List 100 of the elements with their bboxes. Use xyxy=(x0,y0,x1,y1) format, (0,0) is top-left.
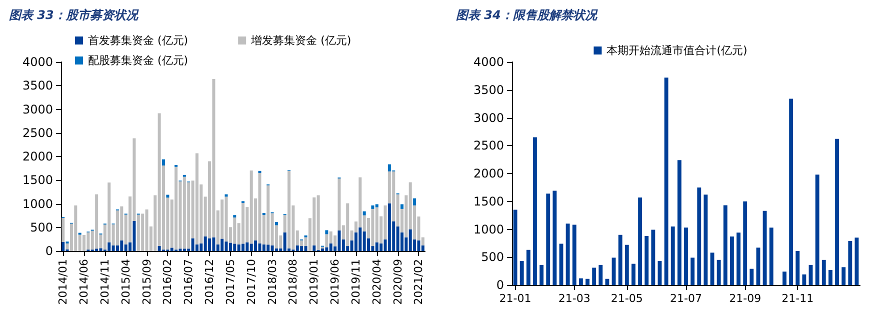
bar xyxy=(338,230,341,251)
bar xyxy=(704,194,708,285)
chart-title: 图表 33：股市募资状况 xyxy=(9,8,139,22)
bar xyxy=(612,258,616,285)
bar xyxy=(380,243,383,251)
bar xyxy=(99,248,102,251)
legend-label: 首发募集资金 (亿元) xyxy=(88,34,188,47)
bar xyxy=(195,153,198,244)
bar xyxy=(346,203,350,246)
x-tick-label: 2014/01 xyxy=(56,259,70,305)
bar xyxy=(618,234,622,285)
x-tick-label: 2016/07 xyxy=(182,259,196,305)
bar xyxy=(274,248,278,251)
y-tick-label: 500 xyxy=(481,250,504,264)
legend-label: 本期开始流通市值合计(亿元) xyxy=(606,44,748,57)
bar xyxy=(375,242,378,251)
x-tick-label: 2019/11 xyxy=(349,259,362,305)
bar xyxy=(362,211,366,216)
y-tick-label: 4000 xyxy=(473,55,504,69)
bar xyxy=(296,245,299,251)
bar xyxy=(750,268,754,285)
bar xyxy=(329,243,332,251)
bar xyxy=(62,218,65,242)
bar xyxy=(320,248,324,251)
bar xyxy=(684,228,688,285)
bar xyxy=(132,220,136,251)
bar xyxy=(375,207,378,242)
bar xyxy=(270,245,274,251)
bar xyxy=(632,264,636,285)
bar xyxy=(388,203,391,251)
bar xyxy=(413,198,416,206)
x-tick-label: 21-11 xyxy=(782,292,814,305)
bar xyxy=(95,194,98,249)
bar xyxy=(112,245,115,251)
bar xyxy=(208,238,212,251)
y-tick-label: 1500 xyxy=(22,173,53,188)
bar xyxy=(158,246,161,251)
bar xyxy=(651,230,656,285)
y-tick-label: 2500 xyxy=(473,138,504,153)
bar xyxy=(828,270,832,285)
bar xyxy=(237,244,240,251)
bar xyxy=(566,224,570,285)
bar xyxy=(375,204,378,208)
bar xyxy=(325,247,328,251)
x-tick-label: 2014/06 xyxy=(78,259,91,305)
bar xyxy=(782,272,786,285)
bar xyxy=(670,226,675,285)
bar xyxy=(246,242,249,251)
bar xyxy=(141,214,144,251)
bar xyxy=(578,278,583,285)
bar xyxy=(316,195,320,250)
bar xyxy=(120,240,124,251)
bar xyxy=(258,243,262,251)
x-tick-label: 2015/04 xyxy=(119,259,132,305)
bar xyxy=(288,170,291,248)
bar xyxy=(329,231,332,244)
bar xyxy=(854,238,859,285)
y-tick-label: 3000 xyxy=(473,110,504,125)
x-tick-label: 2016/12 xyxy=(203,259,216,305)
bar xyxy=(408,229,412,251)
bar xyxy=(540,264,544,285)
bar xyxy=(86,232,90,250)
bar xyxy=(400,204,404,209)
bar xyxy=(82,234,86,251)
y-tick-label: 4000 xyxy=(22,55,53,69)
bar xyxy=(170,248,174,251)
bar xyxy=(605,278,610,285)
bar xyxy=(664,78,668,285)
x-tick-label: 2018/08 xyxy=(286,259,300,305)
x-tick-label: 2014/11 xyxy=(98,259,112,305)
bar xyxy=(241,244,245,251)
x-tick-label: 21-03 xyxy=(558,292,590,305)
bar xyxy=(300,246,304,251)
bar xyxy=(835,138,839,285)
bar xyxy=(258,170,262,174)
bar xyxy=(848,240,852,285)
bar xyxy=(182,176,186,249)
bar xyxy=(174,166,178,250)
bar xyxy=(789,98,794,285)
bar xyxy=(371,205,374,209)
chart-title: 图表 34：限售股解禁状况 xyxy=(456,8,598,22)
bar xyxy=(546,194,550,285)
bar xyxy=(762,210,767,285)
bar xyxy=(62,242,65,251)
bar xyxy=(304,246,308,251)
bar xyxy=(162,159,166,166)
x-tick-label: 2019/01 xyxy=(308,259,321,305)
y-tick-label: 0 xyxy=(496,278,504,292)
x-tick-label: 2020/04 xyxy=(370,259,384,305)
bar xyxy=(552,190,557,285)
x-tick-label: 2019/06 xyxy=(328,259,342,305)
bar xyxy=(191,238,194,251)
bar xyxy=(842,267,846,285)
x-tick-label: 2018/03 xyxy=(266,259,279,305)
bar xyxy=(371,208,374,246)
y-tick-label: 1000 xyxy=(22,196,53,211)
x-tick-label: 21-09 xyxy=(729,292,762,305)
bar xyxy=(266,244,270,251)
legend-label: 配股募集资金 (亿元) xyxy=(88,54,188,67)
bar xyxy=(224,242,228,251)
